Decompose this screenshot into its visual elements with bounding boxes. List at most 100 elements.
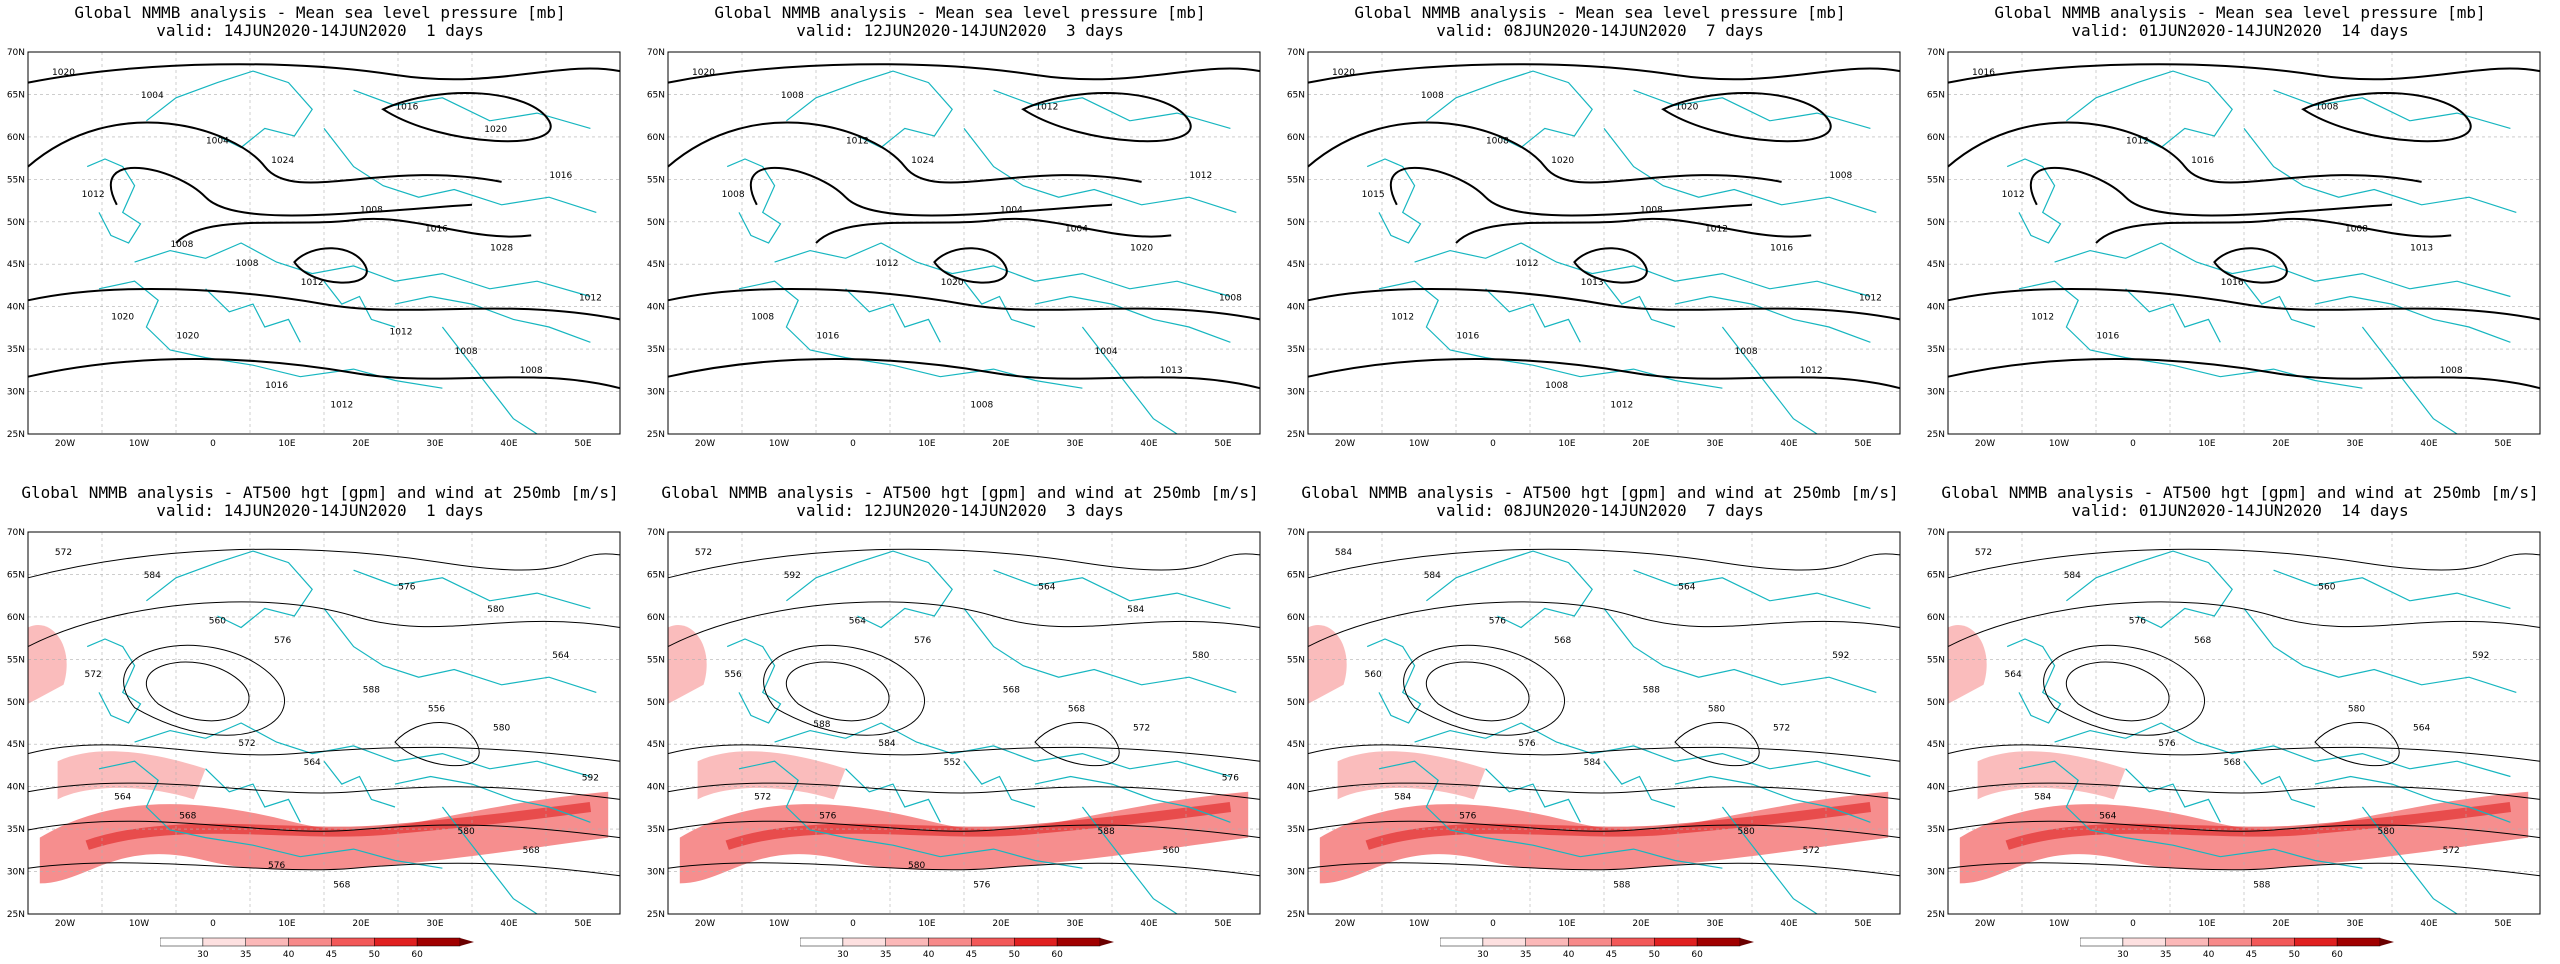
contour-label: 580 <box>2348 705 2365 715</box>
contour-label: 568 <box>1068 705 1085 715</box>
colorbar-swatch <box>2336 937 2381 947</box>
isobar <box>27 63 621 84</box>
isobar <box>1947 358 2541 390</box>
longitude-tick-label: 10E <box>918 919 935 929</box>
coastline <box>726 158 782 244</box>
latitude-tick-label: 35N <box>1927 345 1945 355</box>
coastline <box>1721 326 1818 435</box>
contour-label: 584 <box>2034 792 2051 802</box>
panel-title: Global NMMB analysis - Mean sea level pr… <box>714 3 1206 22</box>
coastline <box>146 550 313 629</box>
latitude-tick-label: 60N <box>7 133 25 143</box>
colorbar-swatch <box>1525 937 1569 947</box>
contour-label: 580 <box>1738 827 1755 837</box>
coastline <box>1603 128 1877 213</box>
contour-label: 572 <box>695 548 712 558</box>
longitude-tick-label: 10E <box>2198 919 2215 929</box>
latitude-tick-label: 55N <box>1927 175 1945 185</box>
coastline <box>2273 569 2511 609</box>
contour-label: 592 <box>2472 651 2489 661</box>
isobar <box>667 287 1261 321</box>
map-plot: 572 576 572 576 564 556 552 560 564 568 572 576 580 5… <box>647 528 1261 929</box>
latitude-tick-label: 30N <box>1927 868 1945 878</box>
contour-label: 580 <box>487 605 504 615</box>
height-contour <box>1307 548 1901 579</box>
latitude-tick-label: 45N <box>647 260 665 270</box>
contour-label: 1016 <box>425 225 448 235</box>
contour-label: 1012 <box>846 137 869 147</box>
coastline <box>323 280 396 328</box>
latitude-tick-label: 65N <box>7 570 25 580</box>
colorbar-swatch <box>374 937 418 947</box>
colorbar-label: 45 <box>966 950 977 960</box>
contour-label: 576 <box>973 880 990 890</box>
coastline <box>1426 70 1593 149</box>
latitude-tick-label: 35N <box>647 345 665 355</box>
coastline <box>2243 608 2517 693</box>
contour-label: 1008 <box>1219 293 1242 303</box>
panel-title: Global NMMB analysis - AT500 hgt [gpm] a… <box>1301 483 1899 502</box>
latitude-tick-label: 45N <box>1287 740 1305 750</box>
contour-label: 1024 <box>271 156 294 166</box>
contour-label: 1020 <box>176 332 199 342</box>
colorbar-label: 60 <box>411 950 423 960</box>
coastline <box>394 775 591 823</box>
contour-label: 564 <box>2099 812 2116 822</box>
latitude-tick-label: 55N <box>1287 655 1305 665</box>
height-contour <box>123 644 286 736</box>
latitude-tick-label: 25N <box>7 910 25 920</box>
contour-label: 1008 <box>781 91 804 101</box>
contour-label: 564 <box>114 792 131 802</box>
latitude-tick-label: 70N <box>7 48 25 58</box>
latitude-tick-label: 55N <box>7 175 25 185</box>
isobar <box>1307 63 1901 84</box>
colorbar-swatch <box>1568 937 1612 947</box>
height-contour <box>145 661 250 722</box>
latitude-tick-label: 60N <box>1927 133 1945 143</box>
contour-label: 564 <box>304 758 321 768</box>
coastline <box>845 288 941 343</box>
longitude-tick-label: 40E <box>1140 439 1157 449</box>
contour-label: 1008 <box>1640 205 1663 215</box>
coastline <box>86 638 142 724</box>
contour-label: 1004 <box>141 91 164 101</box>
contour-label: 1012 <box>1800 366 1823 376</box>
contour-label: 564 <box>1038 582 1055 592</box>
panel-valid-period: valid: 08JUN2020-14JUN2020 7 days <box>1436 501 1764 520</box>
latitude-tick-label: 45N <box>1927 740 1945 750</box>
contour-label: 584 <box>1424 571 1441 581</box>
latitude-tick-label: 65N <box>647 90 665 100</box>
colorbar-swatch <box>1014 937 1058 947</box>
longitude-tick-label: 20W <box>1335 919 1355 929</box>
latitude-tick-label: 45N <box>1287 260 1305 270</box>
contour-label: 1020 <box>1675 102 1698 112</box>
colorbar-label: 45 <box>1606 950 1617 960</box>
longitude-tick-label: 40E <box>500 439 517 449</box>
latitude-tick-label: 70N <box>647 528 665 538</box>
contour-label: 1013 <box>1160 366 1183 376</box>
longitude-tick-label: 0 <box>1490 439 1496 449</box>
isobar <box>1947 63 2541 84</box>
coastline <box>86 158 142 244</box>
height-contour <box>1947 782 2541 800</box>
contour-label: 588 <box>813 720 830 730</box>
longitude-tick-label: 30E <box>426 439 443 449</box>
height-contour <box>1307 601 1901 648</box>
isobar <box>27 121 502 184</box>
contour-label: 1012 <box>82 190 105 200</box>
contour-label: 560 <box>209 617 226 627</box>
coastline <box>738 280 1083 389</box>
contour-label: 584 <box>2064 571 2081 581</box>
height-contour <box>785 661 890 722</box>
contour-label: 1008 <box>722 190 745 200</box>
longitude-tick-label: 30E <box>2346 919 2363 929</box>
coastline <box>2314 775 2511 823</box>
contour-label: 588 <box>2253 880 2270 890</box>
jet-wind-shading <box>1977 751 2126 800</box>
longitude-tick-label: 50E <box>2494 919 2511 929</box>
contour-label: 1016 <box>816 332 839 342</box>
coastline <box>963 760 1036 808</box>
contour-label: 564 <box>2005 670 2022 680</box>
longitude-tick-label: 10E <box>918 439 935 449</box>
contour-label: 1016 <box>2191 156 2214 166</box>
